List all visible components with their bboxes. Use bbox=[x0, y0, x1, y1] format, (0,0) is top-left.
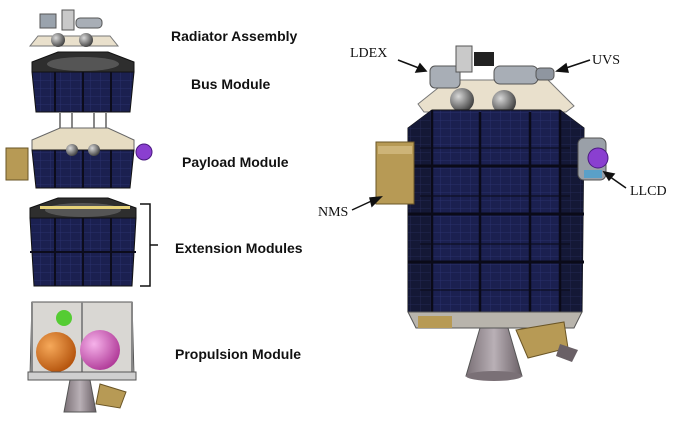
assembled-spacecraft bbox=[375, 45, 609, 381]
extension-modules bbox=[29, 197, 137, 287]
llcd-label: LLCD bbox=[630, 184, 667, 199]
extension-modules-label: Extension Modules bbox=[175, 240, 303, 256]
bus-module bbox=[31, 51, 135, 113]
uvs-label: UVS bbox=[592, 53, 621, 68]
payload-module-label: Payload Module bbox=[182, 154, 289, 170]
propulsion-module-label: Propulsion Module bbox=[175, 346, 301, 362]
radiator-assembly bbox=[28, 9, 120, 47]
bus-module-label: Bus Module bbox=[191, 76, 271, 92]
propulsion-module bbox=[27, 301, 137, 413]
radiator-assembly-label: Radiator Assembly bbox=[171, 28, 298, 44]
nms-label: NMS bbox=[318, 205, 349, 220]
callout-arrows bbox=[351, 59, 627, 211]
payload-module bbox=[5, 112, 153, 189]
ldex-label: LDEX bbox=[350, 46, 388, 61]
extension-bracket bbox=[140, 203, 158, 287]
